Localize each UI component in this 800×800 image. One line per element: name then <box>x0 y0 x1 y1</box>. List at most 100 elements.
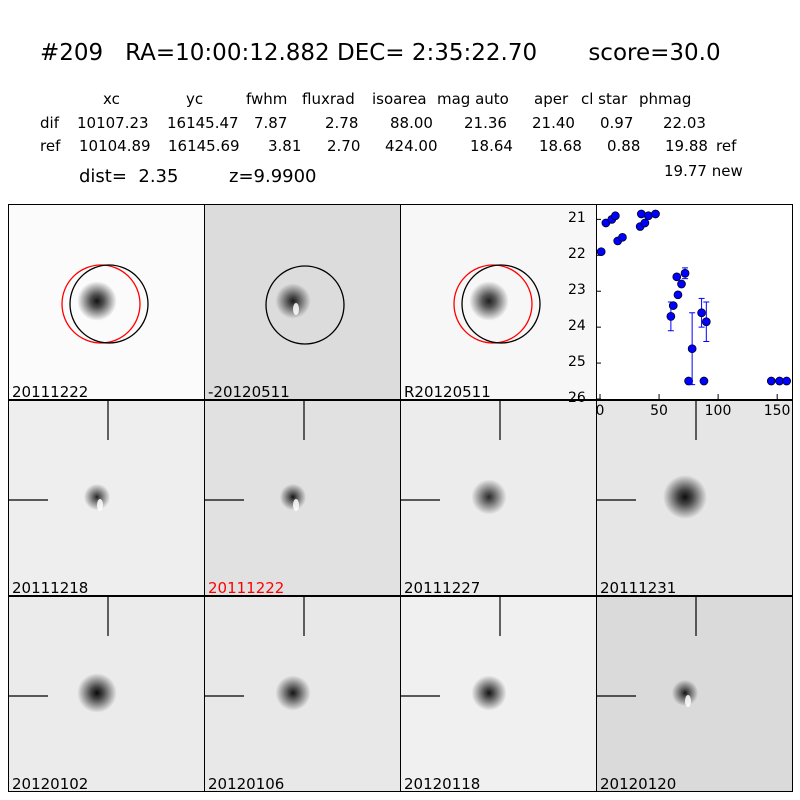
data-point <box>701 317 711 327</box>
light-curve-panel <box>596 204 793 400</box>
data-point <box>644 211 653 221</box>
detection-aperture-circle <box>69 264 149 344</box>
source-blob <box>275 283 311 319</box>
image-stamp: 20120106 <box>204 596 401 792</box>
source-blob <box>663 475 707 519</box>
data-point <box>673 290 683 300</box>
dif-fluxrad: 2.78 <box>325 114 359 132</box>
data-point <box>618 232 627 242</box>
new-magnitude: 19.77 new <box>664 162 743 180</box>
source-blob <box>671 679 699 707</box>
dif-aper: 21.40 <box>532 114 575 132</box>
stamp-date-label: 20120106 <box>208 775 285 792</box>
data-point <box>672 272 682 282</box>
ref-fwhm: 3.81 <box>268 137 302 155</box>
source-blob <box>83 483 111 511</box>
dipole-residual <box>293 303 299 315</box>
stamp-date-label: 20111231 <box>600 579 677 596</box>
row-label-dif: dif <box>40 114 59 132</box>
dec-coordinate: DEC= 2:35:22.70 <box>337 40 538 66</box>
dif-isoarea: 88.00 <box>390 114 433 132</box>
dif-cl-star: 0.97 <box>600 114 634 132</box>
data-point <box>697 308 706 318</box>
ref-isoarea: 424.00 <box>385 137 438 155</box>
ref-cl-star: 0.88 <box>607 137 641 155</box>
col-header-aper: aper <box>534 90 569 108</box>
y-tick-label: 26 <box>568 390 586 406</box>
ref-phmag: 19.88 <box>665 137 708 155</box>
stamp-image <box>265 265 345 345</box>
image-stamp: -20120511 <box>204 204 401 400</box>
stamp-date-label: -20120511 <box>208 383 290 400</box>
col-header-phmag: phmag <box>639 90 692 108</box>
image-stamp: 20111227 <box>400 400 597 596</box>
ref-mag-auto: 18.64 <box>470 137 513 155</box>
x-tick-label: 50 <box>650 403 668 419</box>
dif-mag-auto: 21.36 <box>464 114 507 132</box>
x-tick-label: 0 <box>595 403 605 419</box>
light-curve-chart <box>596 204 793 400</box>
x-tick-label: 150 <box>763 403 791 419</box>
col-header-fwhm: fwhm <box>246 90 288 108</box>
stamp-date-label: 20111218 <box>12 579 89 596</box>
stamp-date-label: 20120118 <box>404 775 481 792</box>
plot-frame <box>596 204 793 400</box>
stamp-image <box>9 597 117 713</box>
score-value: score=30.0 <box>588 40 721 66</box>
data-point <box>596 247 606 257</box>
stamp-date-label: 20111222 <box>12 383 89 400</box>
candidate-title: #209 RA=10:00:12.882 DEC= 2:35:22.70 sco… <box>40 40 721 66</box>
dif-yc: 16145.47 <box>167 114 239 132</box>
dif-xc: 10107.23 <box>77 114 149 132</box>
x-tick-label: 100 <box>704 403 732 419</box>
col-header-xc: xc <box>103 90 120 108</box>
ref-yc: 16145.69 <box>168 137 240 155</box>
stamp-image <box>401 597 507 711</box>
image-stamp: 20120118 <box>400 596 597 792</box>
image-stamp: 20111222 <box>204 400 401 596</box>
stamp-date-label: 20120102 <box>12 775 89 792</box>
stamp-image <box>597 597 699 707</box>
image-stamp: R20120511 <box>400 204 597 400</box>
data-point <box>651 209 660 219</box>
data-point <box>699 376 709 386</box>
redshift-value: z=9.9900 <box>229 166 317 187</box>
image-stamp: 20111218 <box>8 400 205 596</box>
y-tick-label: 25 <box>568 354 586 371</box>
source-blob <box>471 675 507 711</box>
y-tick-label: 22 <box>568 246 586 263</box>
ref-aper: 18.68 <box>539 137 582 155</box>
data-point <box>680 268 690 278</box>
stamp-image <box>205 401 307 511</box>
distance-value: dist= 2.35 <box>79 166 179 187</box>
ra-coordinate: RA=10:00:12.882 <box>125 40 330 66</box>
stamp-image <box>61 264 149 344</box>
reference-aperture-circle <box>61 264 141 344</box>
stamp-date-label: 20120120 <box>600 775 677 792</box>
source-blob <box>77 673 117 713</box>
source-blob <box>275 675 311 711</box>
y-tick-label: 24 <box>568 318 586 335</box>
stamp-date-label: R20120511 <box>404 383 491 400</box>
col-header-isoarea: isoarea <box>372 90 427 108</box>
candidate-id: #209 <box>40 40 104 66</box>
dipole-residual <box>97 499 103 511</box>
data-point <box>666 312 676 321</box>
image-stamp: 20120120 <box>596 596 793 792</box>
stamp-image <box>597 401 707 519</box>
source-blob <box>279 483 307 511</box>
data-point <box>677 279 686 289</box>
col-header-mag-auto: mag auto <box>437 90 509 108</box>
data-point <box>640 218 650 228</box>
y-tick-label: 21 <box>568 210 586 227</box>
detection-aperture-circle <box>461 264 541 344</box>
ref-fluxrad: 2.70 <box>327 137 361 155</box>
row-label-ref: ref <box>40 137 61 155</box>
reference-aperture-circle <box>453 264 533 344</box>
dif-phmag: 22.03 <box>663 114 706 132</box>
stamp-date-label: 20111227 <box>404 579 481 596</box>
y-tick-label: 23 <box>568 282 586 299</box>
ref-suffix: ref <box>716 137 737 155</box>
data-point <box>636 209 646 219</box>
image-stamp: 20120102 <box>8 596 205 792</box>
